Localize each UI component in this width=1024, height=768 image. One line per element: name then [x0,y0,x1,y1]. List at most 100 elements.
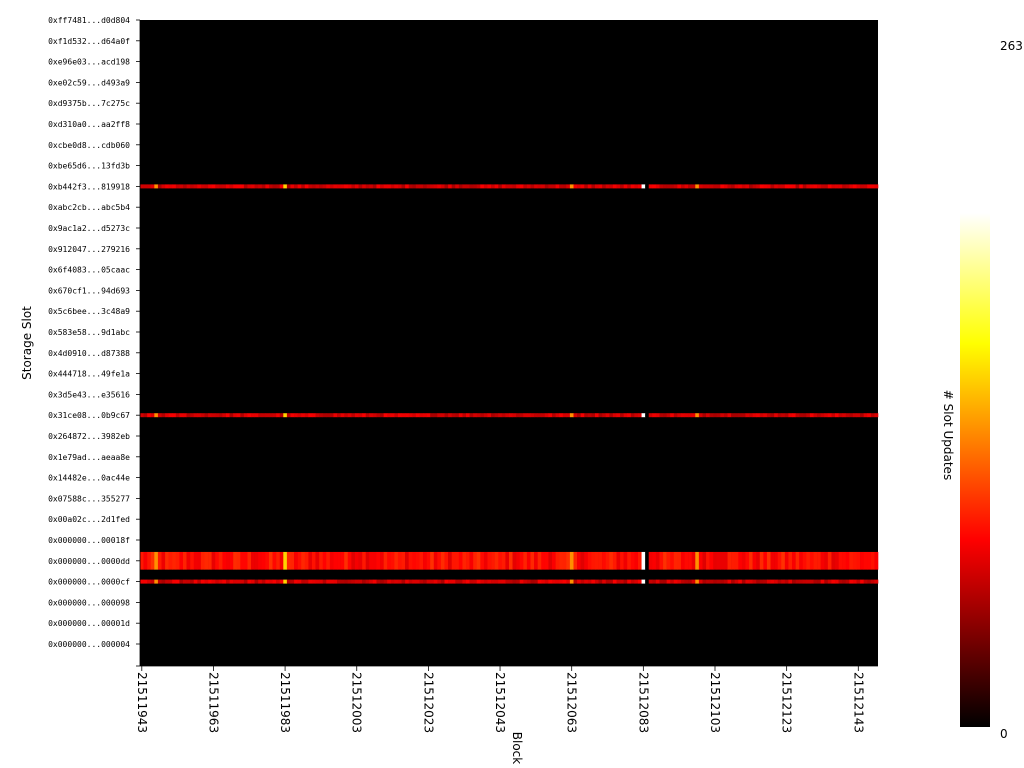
heatmap-cell [641,579,646,584]
heatmap-cell [852,551,857,570]
heatmap-cell [294,579,298,584]
heatmap-cell [458,551,463,570]
heatmap-cell [709,551,714,570]
heatmap-cell [304,579,309,584]
heatmap-cell [329,579,334,584]
heatmap-cell [480,413,485,418]
heatmap-cell [634,413,639,418]
heatmap-cell [623,579,628,584]
heatmap-cell [860,184,864,189]
heatmap-cell [333,579,338,584]
heatmap-cell [605,413,610,418]
heatmap-cell [863,579,868,584]
heatmap-cell [609,579,614,584]
heatmap-cell [741,413,746,418]
heatmap-cell [258,184,263,189]
heatmap-cell [326,551,331,570]
heatmap-cell [458,184,463,189]
heatmap-cell [254,413,259,418]
heatmap-cell [745,579,750,584]
heatmap-cell [523,579,528,584]
heatmap-cell [792,551,796,570]
heatmap-cell [265,413,270,418]
heatmap-cell [344,551,349,570]
heatmap-cell [677,551,682,570]
heatmap-cell [706,413,710,418]
heatmap-cell [594,413,599,418]
heatmap-cell [301,413,306,418]
heatmap-cell [856,184,861,189]
heatmap-cell [501,551,506,570]
heatmap-cell [487,184,492,189]
heatmap-cell [247,579,252,584]
heatmap-cell [759,579,764,584]
heatmap-cell [856,413,861,418]
heatmap-cell [591,579,596,584]
heatmap-cell [222,184,227,189]
heatmap-cell [512,579,517,584]
heatmap-cell [544,579,549,584]
y-tick-label: 0x000000...0000dd [48,557,130,566]
heatmap-cell [376,184,381,189]
heatmap-cell [179,413,184,418]
heatmap-cell [279,551,284,570]
heatmap-cell [630,551,635,570]
heatmap-cell [727,551,732,570]
heatmap-cell [157,184,162,189]
heatmap-cell [182,551,187,570]
heatmap-cell [727,184,732,189]
heatmap-cell [835,579,839,584]
heatmap-cell [157,413,162,418]
heatmap-cell [294,413,298,418]
heatmap-cell [340,579,345,584]
heatmap-cell [412,579,417,584]
heatmap-cell [663,579,667,584]
heatmap-cell [444,184,449,189]
heatmap-cell [423,551,427,570]
heatmap-cell [211,413,216,418]
heatmap-cell [168,551,173,570]
heatmap-cell [387,413,392,418]
heatmap-cell [286,184,291,189]
heatmap-cell [240,184,245,189]
heatmap-cell [215,184,220,189]
heatmap-cell [820,579,825,584]
heatmap-cell [770,579,775,584]
heatmap-cell [824,413,829,418]
heatmap-cell [544,184,549,189]
heatmap-cell [240,579,245,584]
heatmap-cell [584,413,589,418]
heatmap-cell [788,413,793,418]
heatmap-cell [462,184,467,189]
heatmap-cell [455,551,460,570]
heatmap-cell [143,579,148,584]
heatmap-cell [208,184,212,189]
heatmap-cell [483,551,488,570]
heatmap-cell [247,413,252,418]
heatmap-cell [319,579,324,584]
heatmap-cell [204,413,209,418]
y-tick-label: 0xe02c59...d493a9 [48,78,130,87]
heatmap-cell [362,551,366,570]
heatmap-cell [874,579,879,584]
heatmap-cell [548,184,553,189]
heatmap-cell [637,184,642,189]
heatmap-cell [301,184,306,189]
heatmap-cell [394,413,399,418]
heatmap-cell [584,184,589,189]
heatmap-cell [140,579,144,584]
heatmap-cell [419,184,424,189]
heatmap-cell [612,551,617,570]
heatmap-cell [770,551,775,570]
heatmap-cell [627,184,632,189]
y-tick-label: 0x264872...3982eb [48,432,130,441]
heatmap-cell [147,579,152,584]
heatmap-cell [509,579,513,584]
heatmap-cell [319,184,324,189]
heatmap-cell [190,579,195,584]
heatmap-cell [272,413,277,418]
heatmap-cell [852,413,857,418]
heatmap-cell [666,184,671,189]
heatmap-cell [254,184,259,189]
heatmap-cell [827,413,832,418]
